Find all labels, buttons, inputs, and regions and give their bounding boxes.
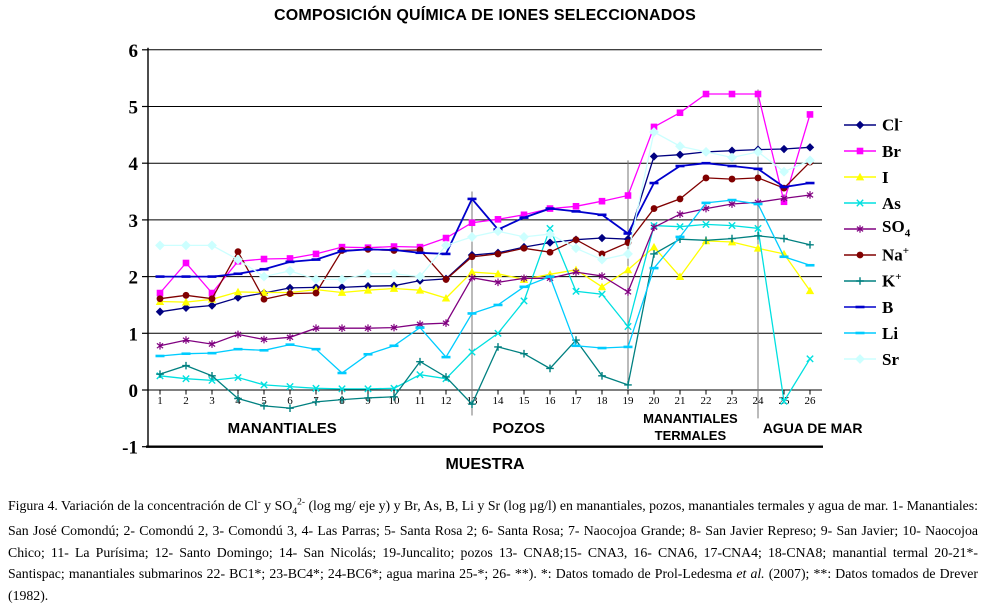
series-na — [156, 158, 814, 303]
x-tick-label: 24 — [753, 395, 765, 407]
x-tick-label: 16 — [545, 395, 557, 407]
series-as — [156, 220, 814, 406]
x-tick-label: 12 — [441, 395, 452, 407]
caption-text-segment: (log mg/ eje y) y Br, As, B, Li y Sr (lo… — [8, 498, 978, 582]
legend-item-sr: Sr — [843, 346, 910, 372]
legend-item-as: As — [843, 190, 910, 216]
zone-divider-lines — [471, 89, 759, 419]
legend-label: Li — [882, 323, 899, 343]
x-tick-label: 10 — [389, 395, 401, 407]
caption-text-segment: - — [257, 497, 261, 508]
x-axis-labels: 1 2 3 4 5 6 7 8 9 10 11 12 13 14 15 16 17 18 19 20 21 22 23 24 2… — [157, 395, 816, 407]
x-tick-label: 15 — [519, 395, 531, 407]
caption-text-segment: et al. — [736, 566, 765, 582]
legend-item-li: Li — [843, 320, 910, 346]
legend-item-b: B — [843, 294, 910, 320]
y-tick-label: 4 — [129, 154, 139, 175]
y-tick-label: 2 — [129, 268, 139, 289]
legend-label: I — [882, 167, 889, 187]
x-tick-label: 22 — [701, 395, 712, 407]
legend-item-k: K+ — [843, 268, 910, 294]
legend-marker-dash-icon — [844, 331, 876, 335]
legend-marker-square-icon — [844, 147, 876, 155]
x-tick-label: 18 — [597, 395, 609, 407]
x-tick-label: 14 — [493, 395, 505, 407]
x-tick-label: 11 — [415, 395, 426, 407]
series-sr — [155, 127, 815, 285]
series-li — [155, 198, 815, 375]
legend-marker-plus-icon — [844, 277, 876, 285]
y-axis-labels: -1 0 1 2 3 4 5 6 — [122, 41, 138, 459]
zone-label: POZOS — [493, 420, 546, 437]
legend-label: As — [882, 193, 901, 213]
legend-marker-asterisk-icon — [844, 225, 876, 233]
legend-item-i: I — [843, 164, 910, 190]
legend-marker-triangle-icon — [844, 172, 876, 181]
legend-marker-diamond-icon — [844, 120, 876, 130]
legend-item-so4: SO4 — [843, 216, 910, 242]
caption-text-segment: y SO — [260, 498, 293, 513]
zone-label: TERMALES — [655, 428, 727, 443]
y-tick-label: 0 — [129, 381, 139, 402]
series-k — [156, 231, 814, 412]
x-tick-label: 20 — [649, 395, 661, 407]
x-tick-label: 17 — [571, 395, 583, 407]
axis-ticks — [142, 49, 811, 448]
legend-label: Na+ — [882, 245, 910, 265]
y-tick-label: 3 — [129, 211, 139, 232]
chart-title: COMPOSICIÓN QUÍMICA DE IONES SELECCIONAD… — [273, 7, 697, 24]
legend-label: B — [882, 297, 894, 317]
series-b — [155, 161, 815, 278]
chart-legend: Cl- Br I As SO4 Na+ K+ B Li Sr — [843, 112, 910, 372]
legend-label: K+ — [882, 271, 902, 291]
zone-label: AGUA DE MAR — [763, 420, 863, 436]
caption-text-segment: 4 — [292, 506, 298, 517]
x-tick-label: 3 — [209, 395, 215, 407]
y-tick-label: 1 — [129, 324, 139, 345]
zone-labels: MANANTIALES POZOS MANANTIALES TERMALES AGUA … — [228, 411, 863, 443]
legend-marker-x-icon — [844, 199, 876, 207]
caption-text-segment: 2- — [297, 497, 305, 508]
legend-label: Br — [882, 141, 901, 161]
zone-label: MANANTIALES — [228, 420, 337, 437]
x-tick-label: 19 — [623, 395, 635, 407]
x-tick-label: 1 — [157, 395, 163, 407]
y-tick-label: 5 — [129, 98, 139, 119]
series-cl — [155, 143, 815, 316]
x-axis-title: MUESTRA — [445, 456, 525, 473]
legend-marker-dash-icon — [844, 305, 876, 309]
series-br — [156, 90, 814, 297]
legend-marker-diamond-open-icon — [844, 354, 876, 364]
caption-text-segment: (2007); **: Datos tomados de Drever (198… — [8, 566, 978, 604]
legend-item-na: Na+ — [843, 242, 910, 268]
caption-text-segment: Figura 4. Variación de la concentración … — [8, 498, 258, 513]
legend-label: SO4 — [882, 217, 911, 240]
x-tick-label: 21 — [675, 395, 686, 407]
legend-item-br: Br — [843, 138, 910, 164]
x-tick-label: 5 — [261, 395, 267, 407]
y-tick-label: 6 — [129, 41, 139, 62]
legend-label: Cl- — [882, 115, 903, 135]
x-tick-label: 2 — [183, 395, 189, 407]
x-tick-label: 23 — [727, 395, 739, 407]
x-tick-label: 6 — [287, 395, 293, 407]
legend-item-cl: Cl- — [843, 112, 910, 138]
x-tick-label: 26 — [805, 395, 817, 407]
legend-label: Sr — [882, 349, 899, 369]
gridlines — [146, 47, 823, 448]
legend-marker-circle-icon — [844, 251, 876, 259]
zone-label: MANANTIALES — [643, 411, 738, 426]
y-tick-label: -1 — [122, 438, 138, 459]
figure-caption: Figura 4. Variación de la concentración … — [8, 495, 978, 607]
